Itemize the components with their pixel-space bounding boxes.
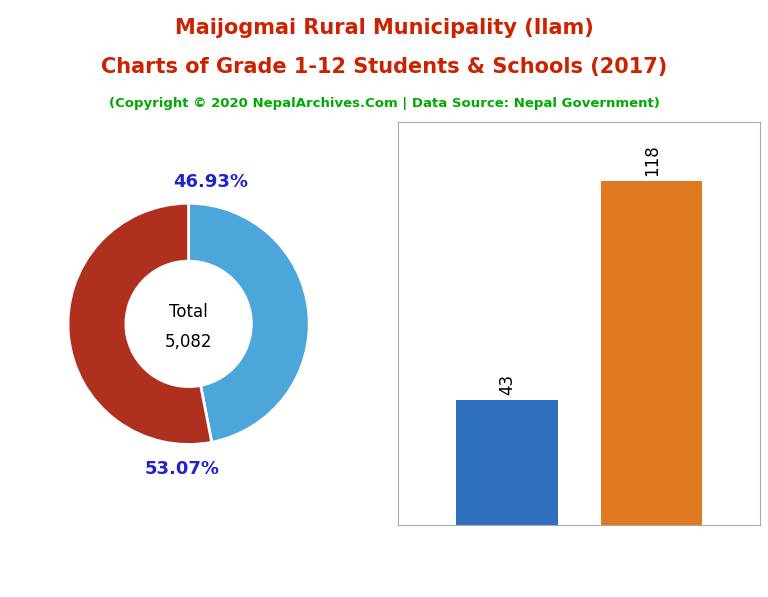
Wedge shape (68, 203, 212, 445)
Text: Total: Total (169, 303, 208, 321)
Bar (456, 400, 558, 525)
Wedge shape (189, 203, 310, 442)
Text: 46.93%: 46.93% (173, 173, 248, 190)
Text: 5,082: 5,082 (165, 333, 213, 351)
Text: 43: 43 (498, 374, 516, 395)
Text: Maijogmai Rural Municipality (Ilam): Maijogmai Rural Municipality (Ilam) (174, 18, 594, 38)
Bar (601, 181, 703, 525)
Text: Charts of Grade 1-12 Students & Schools (2017): Charts of Grade 1-12 Students & Schools … (101, 57, 667, 77)
Text: (Copyright © 2020 NepalArchives.Com | Data Source: Nepal Government): (Copyright © 2020 NepalArchives.Com | Da… (108, 97, 660, 110)
Text: 118: 118 (643, 144, 660, 176)
Text: 53.07%: 53.07% (145, 460, 220, 478)
